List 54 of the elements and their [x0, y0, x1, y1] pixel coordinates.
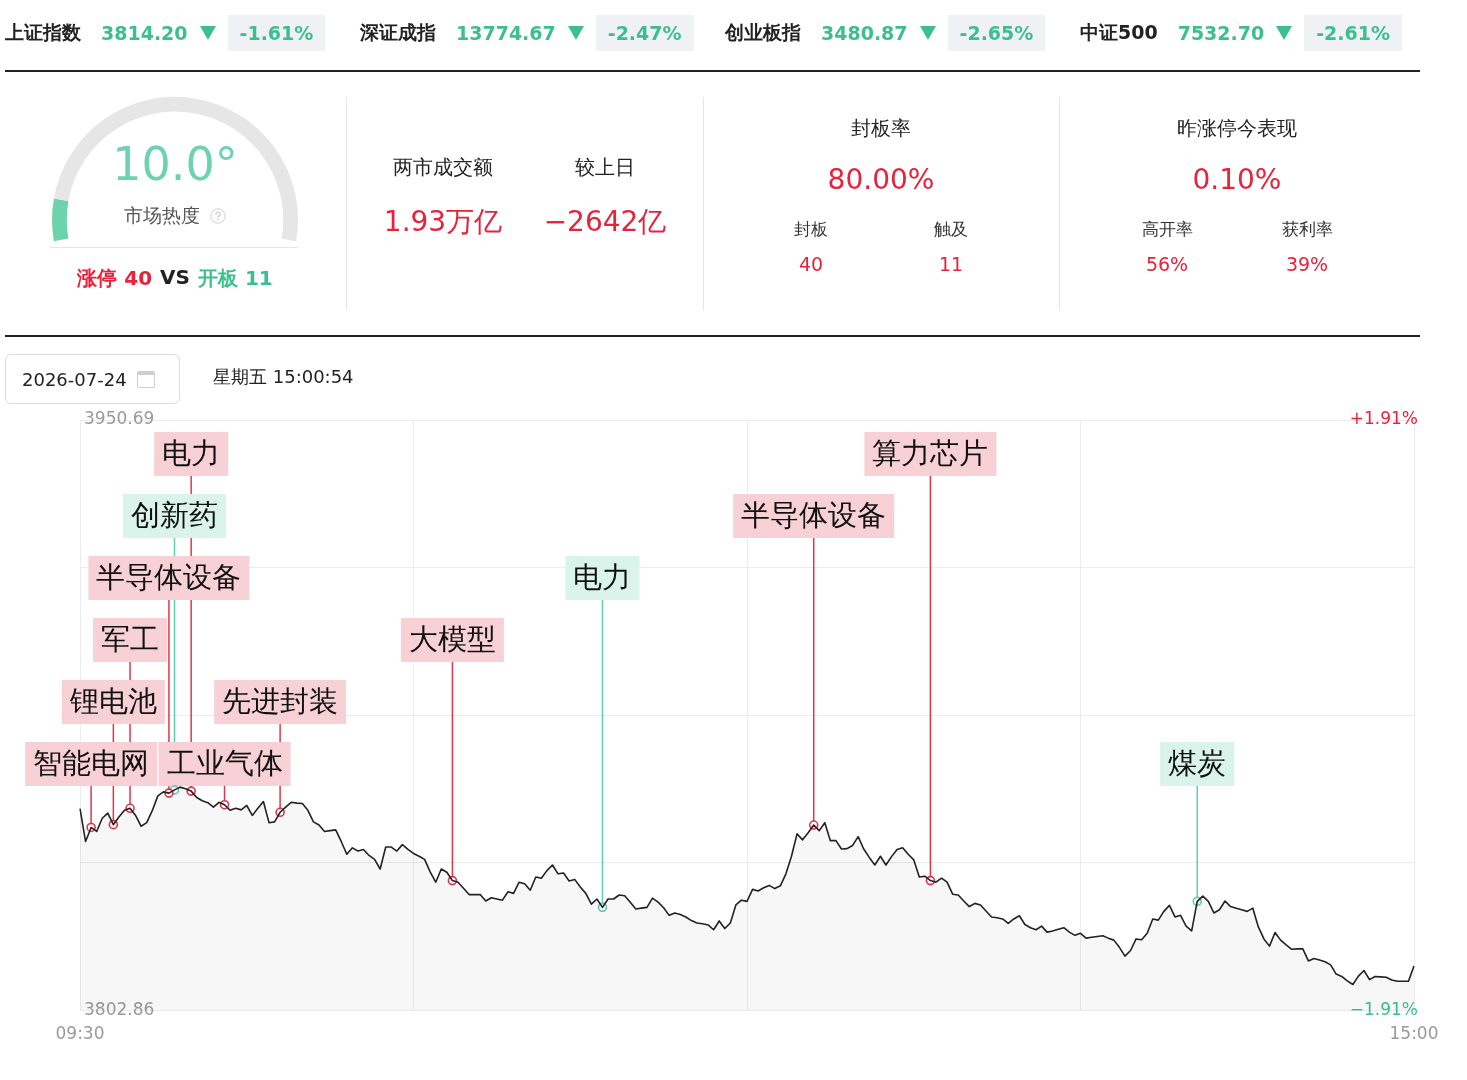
text: 56%: [1145, 252, 1189, 276]
x-tick-label: 15:00: [1389, 1023, 1439, 1044]
annotation: 创新药: [130, 497, 218, 532]
text: 高开率: [1141, 218, 1193, 240]
annotation: 电力: [573, 559, 632, 594]
text: 获利率: [1281, 218, 1333, 240]
text: 中证500: [1080, 20, 1158, 45]
text: −2642亿: [543, 205, 667, 239]
annotation: 煤炭: [1168, 745, 1227, 780]
x-tick-label: 09:30: [55, 1023, 105, 1044]
annotation: 锂电池: [68, 683, 157, 718]
annotation: 先进封装: [222, 683, 339, 718]
text: 创业板指: [725, 20, 801, 45]
annotation: 智能电网: [33, 745, 150, 780]
text: -2.61%: [1304, 15, 1403, 51]
text: 11: [938, 252, 964, 276]
text: 市场热度: [124, 203, 200, 228]
text: 两市成交额: [393, 155, 493, 179]
text: -1.61%: [227, 15, 326, 51]
y2-tick-label: +1.91%: [1349, 408, 1418, 429]
y-tick-label: 3950.69: [84, 408, 155, 429]
text: VS: [160, 264, 190, 291]
text: 封板: [794, 218, 828, 240]
text: 星期五 15:00:54: [213, 366, 354, 388]
y2-tick-label: −1.91%: [1349, 999, 1418, 1020]
text: 13774.67: [456, 22, 556, 44]
text: 39%: [1285, 252, 1329, 276]
text: 上证指数: [5, 20, 81, 45]
text: 0.10%: [1192, 163, 1282, 197]
y-tick-label: 3802.86: [84, 999, 155, 1020]
text: 10.0°: [112, 137, 238, 193]
annotation: 半导体设备: [741, 497, 887, 532]
text: 昨涨停今表现: [1177, 116, 1297, 140]
text: -2.47%: [595, 15, 694, 51]
text: 3814.20: [101, 22, 188, 44]
annotation: 半导体设备: [96, 559, 242, 594]
annotation: 电力: [162, 435, 221, 470]
text: 深证成指: [360, 20, 436, 45]
annotation: 工业气体: [166, 745, 283, 780]
text: 封板率: [851, 116, 911, 140]
text: 7532.70: [1177, 22, 1265, 44]
text: 涨停 40: [77, 264, 153, 292]
text: 开板 11: [197, 264, 273, 292]
date-field: 2026-07-24: [5, 354, 180, 404]
text: 1.93万亿: [383, 205, 503, 239]
text: -2.65%: [947, 15, 1046, 51]
text: 3480.87: [821, 22, 908, 44]
annotation: 军工: [101, 621, 160, 656]
text: 较上日: [575, 155, 635, 179]
annotation: 算力芯片: [872, 435, 989, 470]
text: 40: [798, 252, 824, 276]
text: 触及: [934, 218, 968, 240]
text: 80.00%: [827, 163, 935, 197]
annotation: 大模型: [408, 621, 496, 656]
